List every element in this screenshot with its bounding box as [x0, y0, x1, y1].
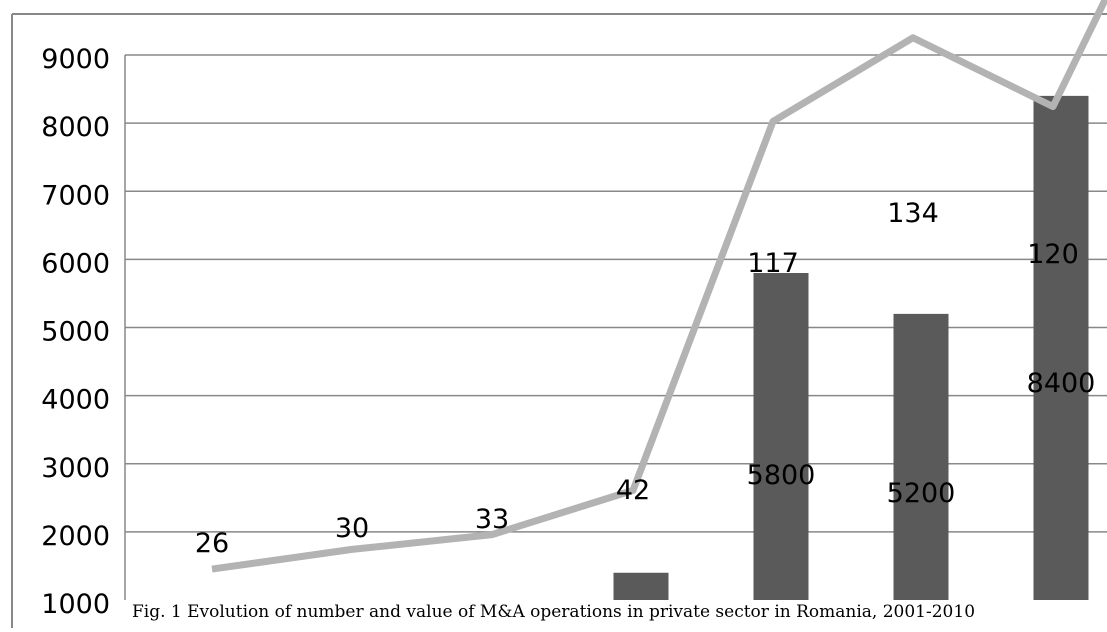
y-tick-label: 9000	[41, 44, 110, 75]
line-data-label: 134	[887, 198, 939, 229]
figure-caption: Fig. 1 Evolution of number and value of …	[131, 602, 976, 622]
bar-layer	[613, 95, 1089, 600]
y-tick-label: 4000	[41, 385, 110, 416]
line-data-label: 117	[747, 248, 799, 279]
bar	[1033, 95, 1089, 600]
line-data-label: 42	[616, 475, 650, 506]
line-data-label: 120	[1027, 239, 1079, 270]
bar-data-label: 8400	[1027, 368, 1096, 399]
line-data-label: 26	[195, 528, 229, 559]
y-tick-label: 1000	[41, 589, 110, 620]
bar-data-label: 5800	[747, 460, 816, 491]
tick-layer: 1000 2000 3000 4000 5000 6000 7000 8000 9000	[41, 44, 110, 620]
y-tick-label: 8000	[41, 112, 110, 143]
line-data-label: 30	[335, 513, 369, 544]
bar	[893, 313, 949, 600]
y-tick-label: 7000	[41, 180, 110, 211]
bar	[753, 273, 809, 600]
label-layer: 5800 5200 8400 26 30 33 42 117 134 120	[195, 198, 1096, 559]
bar	[613, 572, 669, 600]
bar-data-label: 5200	[887, 478, 956, 509]
line-data-label: 33	[475, 504, 509, 535]
y-tick-label: 5000	[41, 317, 110, 348]
y-tick-label: 2000	[41, 521, 110, 552]
y-tick-label: 3000	[41, 453, 110, 484]
y-tick-label: 6000	[41, 248, 110, 279]
line-layer	[211, 0, 1107, 573]
line-series	[211, 0, 1107, 573]
